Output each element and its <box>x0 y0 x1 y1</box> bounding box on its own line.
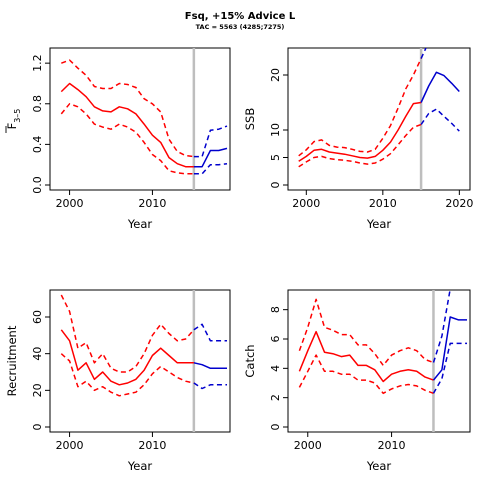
series-historic-median <box>60 82 194 168</box>
x-tick-label: 2020 <box>445 197 473 210</box>
plot-frame <box>49 289 231 433</box>
series-projection-upper <box>420 48 427 59</box>
y-tick-label: 0.4 <box>31 136 44 154</box>
y-tick-label: 2 <box>269 394 282 401</box>
plot-frame <box>287 289 471 433</box>
figure-title: Fsq, +15% Advice L <box>184 11 296 22</box>
series-historic-lower <box>60 353 195 397</box>
y-axis-label: F3–5 <box>5 109 22 130</box>
y-tick-label: 0 <box>269 182 282 189</box>
series-projection-upper <box>432 290 451 363</box>
series-historic-median <box>298 330 434 383</box>
series-historic-upper <box>298 58 422 157</box>
series-historic-upper <box>61 59 194 158</box>
y-tick-label: 20 <box>269 68 282 82</box>
y-axis-label-main: Recruitment <box>5 325 19 396</box>
series-historic-upper <box>60 294 195 373</box>
series-historic-upper <box>298 298 434 367</box>
y-axis-label: Recruitment <box>5 325 19 396</box>
y-axis-label: SSB <box>243 108 257 131</box>
plot-frame <box>49 47 231 191</box>
series-projection-lower <box>193 382 227 390</box>
y-tick-label: 1.2 <box>31 54 44 72</box>
panel-4: 2000 2010 0 2 4 6 8 Year Catch <box>243 289 471 473</box>
x-tick-label: 2010 <box>138 197 166 210</box>
panel-2: 2000 2010 2020 0 5 10 20 Year SSB <box>243 47 473 231</box>
y-tick-label: 8 <box>269 306 282 313</box>
y-tick-label: 40 <box>31 347 44 361</box>
x-tick-label: 2000 <box>292 197 320 210</box>
series-projection-median <box>420 71 460 103</box>
series-historic-median <box>60 329 194 386</box>
series-group <box>60 294 227 397</box>
x-axis-label: Year <box>366 459 392 473</box>
panel-3: 2000 2010 0 20 40 60 Year Recruitment <box>5 289 231 473</box>
x-tick-label: 2010 <box>138 439 166 452</box>
series-projection-median <box>432 316 467 381</box>
series-group <box>298 48 460 168</box>
x-tick-label: 2010 <box>378 439 406 452</box>
series-historic-median <box>298 101 422 162</box>
y-tick-label: 0.0 <box>31 176 44 194</box>
series-projection-upper <box>193 125 228 158</box>
series-projection-median <box>193 362 227 370</box>
y-tick-label: 0 <box>269 424 282 431</box>
series-group <box>298 290 467 395</box>
x-axis-label: Year <box>127 459 153 473</box>
y-tick-label: 60 <box>31 310 44 324</box>
y-tick-label: 10 <box>269 123 282 137</box>
series-historic-lower <box>298 123 422 168</box>
y-tick-label: 6 <box>269 336 282 343</box>
y-axis-label: Catch <box>243 344 257 377</box>
x-tick-label: 2010 <box>369 197 397 210</box>
figure-subtitle: TAC = 5563 (4285;7275) <box>195 23 285 31</box>
series-historic-lower <box>298 354 434 395</box>
y-tick-label: 0.8 <box>31 95 44 113</box>
y-axis-label-subscript: 3–5 <box>13 109 22 123</box>
x-tick-label: 2000 <box>294 439 322 452</box>
plot-frame <box>287 47 471 191</box>
series-projection-lower <box>432 342 467 394</box>
series-projection-lower <box>420 108 460 132</box>
series-projection-upper <box>193 323 227 342</box>
x-axis-label: Year <box>127 217 153 231</box>
x-tick-label: 2000 <box>56 439 84 452</box>
y-tick-label: 0 <box>31 424 44 431</box>
y-axis-label-main: SSB <box>243 108 257 131</box>
y-tick-label: 5 <box>269 154 282 161</box>
series-projection-lower <box>193 162 228 175</box>
y-tick-label: 20 <box>31 383 44 397</box>
x-tick-label: 2000 <box>56 197 84 210</box>
x-axis-label: Year <box>366 217 392 231</box>
series-historic-lower <box>60 103 194 175</box>
panel-1: 2000 2010 0.0 0.4 0.8 1.2 Year F3–5 <box>5 47 231 231</box>
y-axis-label-main: F <box>5 123 19 130</box>
series-projection-median <box>193 147 228 168</box>
figure-titles: Fsq, +15% Advice L TAC = 5563 (4285;7275… <box>0 0 480 40</box>
series-group <box>60 59 228 175</box>
y-tick-label: 4 <box>269 365 282 372</box>
y-axis-label-main: Catch <box>243 344 257 377</box>
